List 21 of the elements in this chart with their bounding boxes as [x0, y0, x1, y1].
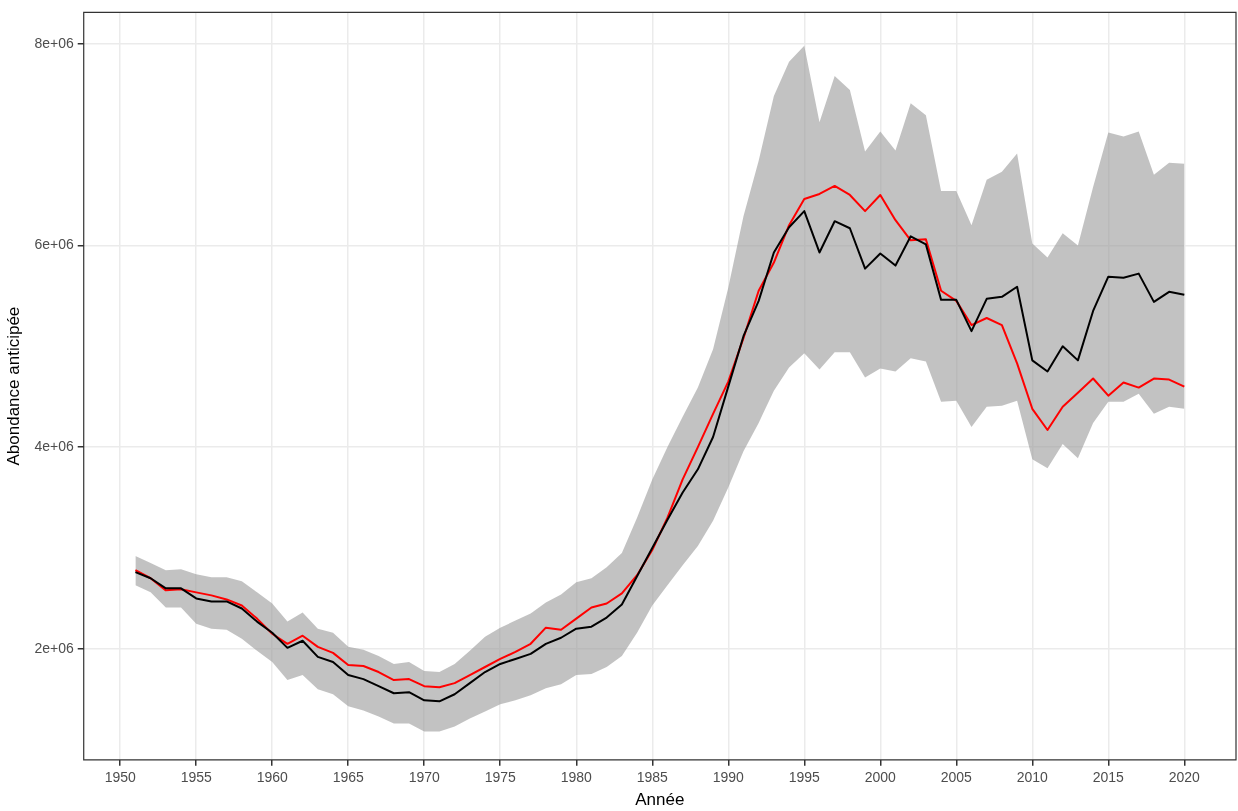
- x-tick-label: 2010: [1016, 769, 1049, 786]
- x-tick-label: 1995: [788, 769, 821, 786]
- x-tick-label: 1985: [636, 769, 669, 786]
- x-tick-label: 1990: [712, 769, 745, 786]
- x-tick-label: 1980: [560, 769, 593, 786]
- x-axis-title: Année: [635, 790, 685, 810]
- y-axis-title: Abondance anticipée: [3, 306, 23, 466]
- y-tick-label: 2e+06: [34, 639, 74, 656]
- x-tick-label: 2005: [940, 769, 973, 786]
- y-tick-label: 8e+06: [34, 34, 74, 51]
- x-tick-label: 2015: [1092, 769, 1125, 786]
- x-tick-label: 1975: [484, 769, 517, 786]
- x-tick-label: 2000: [864, 769, 897, 786]
- x-tick-label: 2020: [1168, 769, 1201, 786]
- y-tick-label: 6e+06: [34, 236, 74, 253]
- x-tick-label: 1955: [180, 769, 212, 786]
- x-tick-label: 1970: [408, 769, 441, 786]
- x-tick-label: 1965: [332, 769, 365, 786]
- y-tick-label: 4e+06: [34, 437, 74, 454]
- x-tick-label: 1960: [256, 769, 288, 786]
- x-tick-label: 1950: [104, 769, 136, 786]
